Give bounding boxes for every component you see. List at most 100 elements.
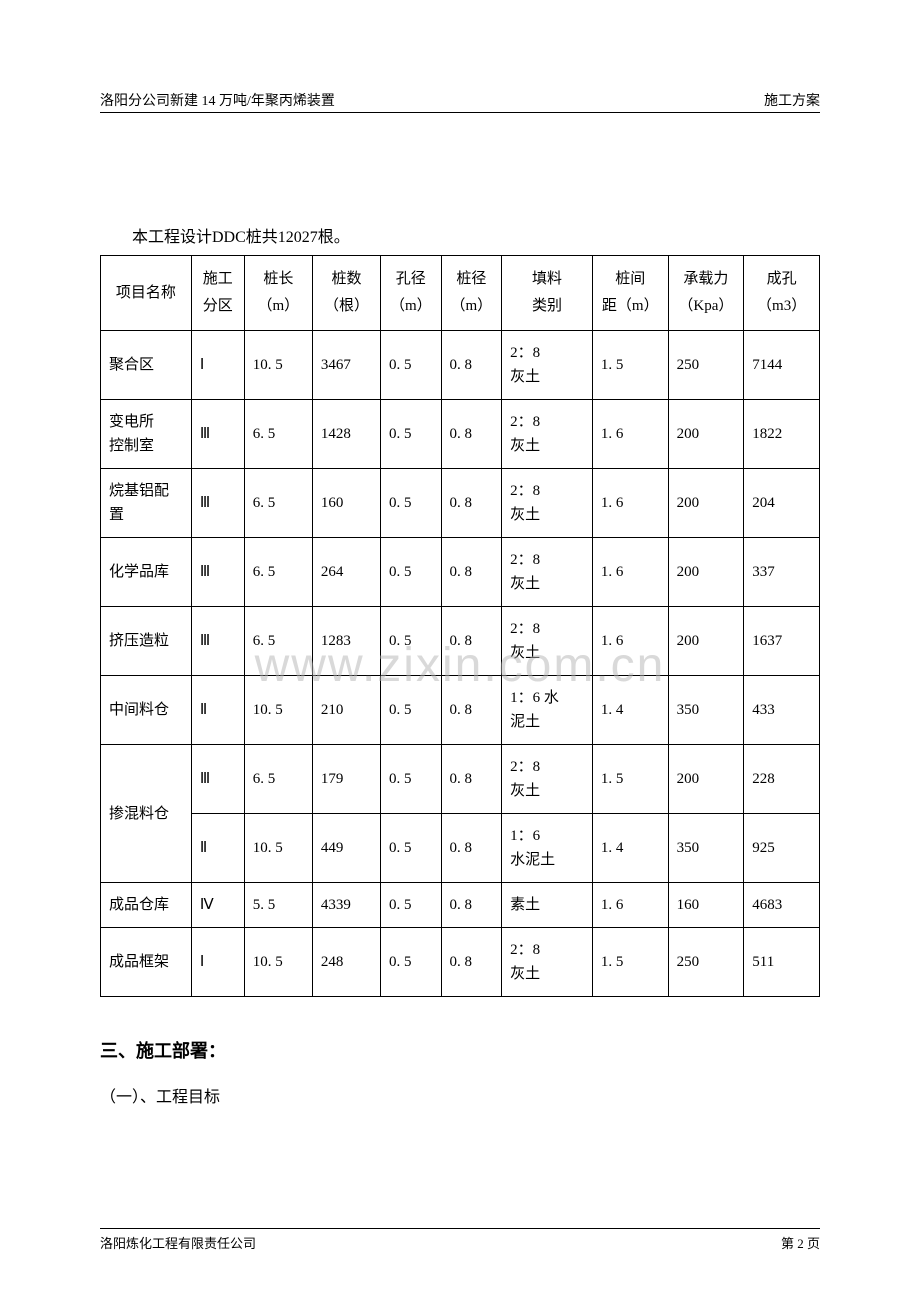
cell-zone: Ⅱ [191,676,244,745]
cell-spacing: 1. 4 [592,676,668,745]
cell-bearing: 200 [668,538,744,607]
cell-vol: 1822 [744,400,820,469]
cell-pile: 0. 8 [441,469,502,538]
cell-fill: 1：6水泥土 [502,814,593,883]
cell-length: 5. 5 [244,883,312,928]
cell-zone: Ⅰ [191,928,244,997]
cell-fill: 2：8灰土 [502,538,593,607]
th-hole: 孔径（m） [381,256,442,331]
page-header: 洛阳分公司新建 14 万吨/年聚丙烯装置 施工方案 [100,90,820,113]
cell-bearing: 200 [668,607,744,676]
cell-zone: Ⅳ [191,883,244,928]
header-right-text: 施工方案 [764,90,820,110]
cell-spacing: 1. 6 [592,538,668,607]
cell-count: 1283 [312,607,380,676]
cell-name: 成品框架 [101,928,192,997]
cell-fill: 2：8灰土 [502,331,593,400]
cell-length: 10. 5 [244,331,312,400]
cell-bearing: 350 [668,814,744,883]
th-fill: 填料类别 [502,256,593,331]
cell-length: 10. 5 [244,928,312,997]
cell-fill: 2：8灰土 [502,607,593,676]
cell-count: 3467 [312,331,380,400]
cell-spacing: 1. 5 [592,928,668,997]
cell-bearing: 200 [668,469,744,538]
th-pile: 桩径（m） [441,256,502,331]
cell-spacing: 1. 6 [592,400,668,469]
cell-fill: 2：8灰土 [502,745,593,814]
cell-pile: 0. 8 [441,676,502,745]
cell-length: 6. 5 [244,400,312,469]
table-row: 变电所控制室Ⅲ6. 514280. 50. 82：8灰土1. 62001822 [101,400,820,469]
cell-pile: 0. 8 [441,745,502,814]
table-row: 烷基铝配置Ⅲ6. 51600. 50. 82：8灰土1. 6200204 [101,469,820,538]
cell-hole: 0. 5 [381,607,442,676]
cell-zone: Ⅲ [191,469,244,538]
cell-name: 聚合区 [101,331,192,400]
cell-name: 变电所控制室 [101,400,192,469]
cell-vol: 433 [744,676,820,745]
table-row: 掺混料仓Ⅲ6. 51790. 50. 82：8灰土1. 5200228 [101,745,820,814]
cell-pile: 0. 8 [441,400,502,469]
intro-text: 本工程设计DDC桩共12027根。 [132,223,820,247]
cell-vol: 4683 [744,883,820,928]
cell-length: 6. 5 [244,607,312,676]
th-vol: 成孔（m3） [744,256,820,331]
footer-right-text: 第 2 页 [781,1233,820,1252]
section-title: 三、施工部署： [100,1037,820,1063]
cell-length: 10. 5 [244,814,312,883]
cell-name: 挤压造粒 [101,607,192,676]
th-spacing: 桩间距（m） [592,256,668,331]
cell-bearing: 250 [668,331,744,400]
th-bearing: 承载力（Kpa） [668,256,744,331]
cell-hole: 0. 5 [381,928,442,997]
cell-bearing: 160 [668,883,744,928]
cell-name: 成品仓库 [101,883,192,928]
cell-pile: 0. 8 [441,607,502,676]
cell-bearing: 200 [668,400,744,469]
cell-pile: 0. 8 [441,883,502,928]
cell-count: 4339 [312,883,380,928]
cell-bearing: 350 [668,676,744,745]
cell-spacing: 1. 6 [592,469,668,538]
cell-spacing: 1. 4 [592,814,668,883]
cell-spacing: 1. 6 [592,883,668,928]
th-name: 项目名称 [101,256,192,331]
table-row: Ⅱ10. 54490. 50. 81：6水泥土1. 4350925 [101,814,820,883]
cell-pile: 0. 8 [441,814,502,883]
cell-zone: Ⅲ [191,607,244,676]
cell-fill: 素土 [502,883,593,928]
cell-hole: 0. 5 [381,676,442,745]
cell-count: 264 [312,538,380,607]
table-row: 成品仓库Ⅳ5. 543390. 50. 8素土1. 61604683 [101,883,820,928]
page-footer: 洛阳炼化工程有限责任公司 第 2 页 [100,1228,820,1252]
table-row: 成品框架Ⅰ10. 52480. 50. 82：8灰土1. 5250511 [101,928,820,997]
cell-hole: 0. 5 [381,400,442,469]
cell-pile: 0. 8 [441,928,502,997]
cell-pile: 0. 8 [441,538,502,607]
cell-fill: 1：6 水泥土 [502,676,593,745]
cell-hole: 0. 5 [381,745,442,814]
th-length: 桩长（m） [244,256,312,331]
cell-count: 160 [312,469,380,538]
cell-spacing: 1. 5 [592,331,668,400]
table-row: 化学品库Ⅲ6. 52640. 50. 82：8灰土1. 6200337 [101,538,820,607]
cell-name: 化学品库 [101,538,192,607]
cell-zone: Ⅱ [191,814,244,883]
cell-zone: Ⅲ [191,400,244,469]
cell-count: 179 [312,745,380,814]
cell-fill: 2：8灰土 [502,469,593,538]
cell-vol: 204 [744,469,820,538]
cell-zone: Ⅰ [191,331,244,400]
cell-hole: 0. 5 [381,814,442,883]
cell-length: 6. 5 [244,745,312,814]
table-header-row: 项目名称 施工分区 桩长（m） 桩数（根） 孔径（m） 桩径（m） 填料类别 桩… [101,256,820,331]
cell-vol: 925 [744,814,820,883]
cell-name: 烷基铝配置 [101,469,192,538]
cell-count: 449 [312,814,380,883]
cell-spacing: 1. 5 [592,745,668,814]
cell-length: 10. 5 [244,676,312,745]
cell-hole: 0. 5 [381,538,442,607]
table-row: 中间料仓Ⅱ10. 52100. 50. 81：6 水泥土1. 4350433 [101,676,820,745]
cell-bearing: 250 [668,928,744,997]
